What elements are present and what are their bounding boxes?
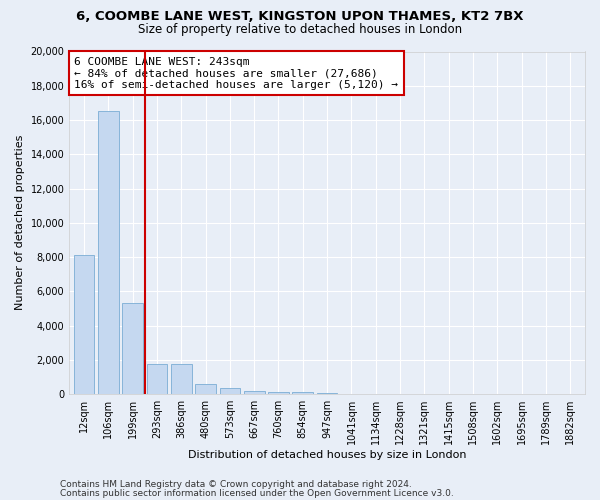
Bar	[74, 256, 94, 394]
Text: 6, COOMBE LANE WEST, KINGSTON UPON THAMES, KT2 7BX: 6, COOMBE LANE WEST, KINGSTON UPON THAME…	[76, 10, 524, 23]
Bar	[220, 388, 240, 394]
Bar	[98, 112, 119, 394]
Text: Size of property relative to detached houses in London: Size of property relative to detached ho…	[138, 22, 462, 36]
Bar	[292, 392, 313, 394]
Bar	[244, 390, 265, 394]
Bar	[171, 364, 191, 394]
Bar	[268, 392, 289, 394]
Bar	[122, 304, 143, 394]
Text: Contains public sector information licensed under the Open Government Licence v3: Contains public sector information licen…	[60, 488, 454, 498]
Bar	[195, 384, 216, 394]
Bar	[146, 364, 167, 394]
Text: 6 COOMBE LANE WEST: 243sqm
← 84% of detached houses are smaller (27,686)
16% of : 6 COOMBE LANE WEST: 243sqm ← 84% of deta…	[74, 56, 398, 90]
Y-axis label: Number of detached properties: Number of detached properties	[15, 135, 25, 310]
Text: Contains HM Land Registry data © Crown copyright and database right 2024.: Contains HM Land Registry data © Crown c…	[60, 480, 412, 489]
X-axis label: Distribution of detached houses by size in London: Distribution of detached houses by size …	[188, 450, 466, 460]
Bar	[317, 393, 337, 394]
